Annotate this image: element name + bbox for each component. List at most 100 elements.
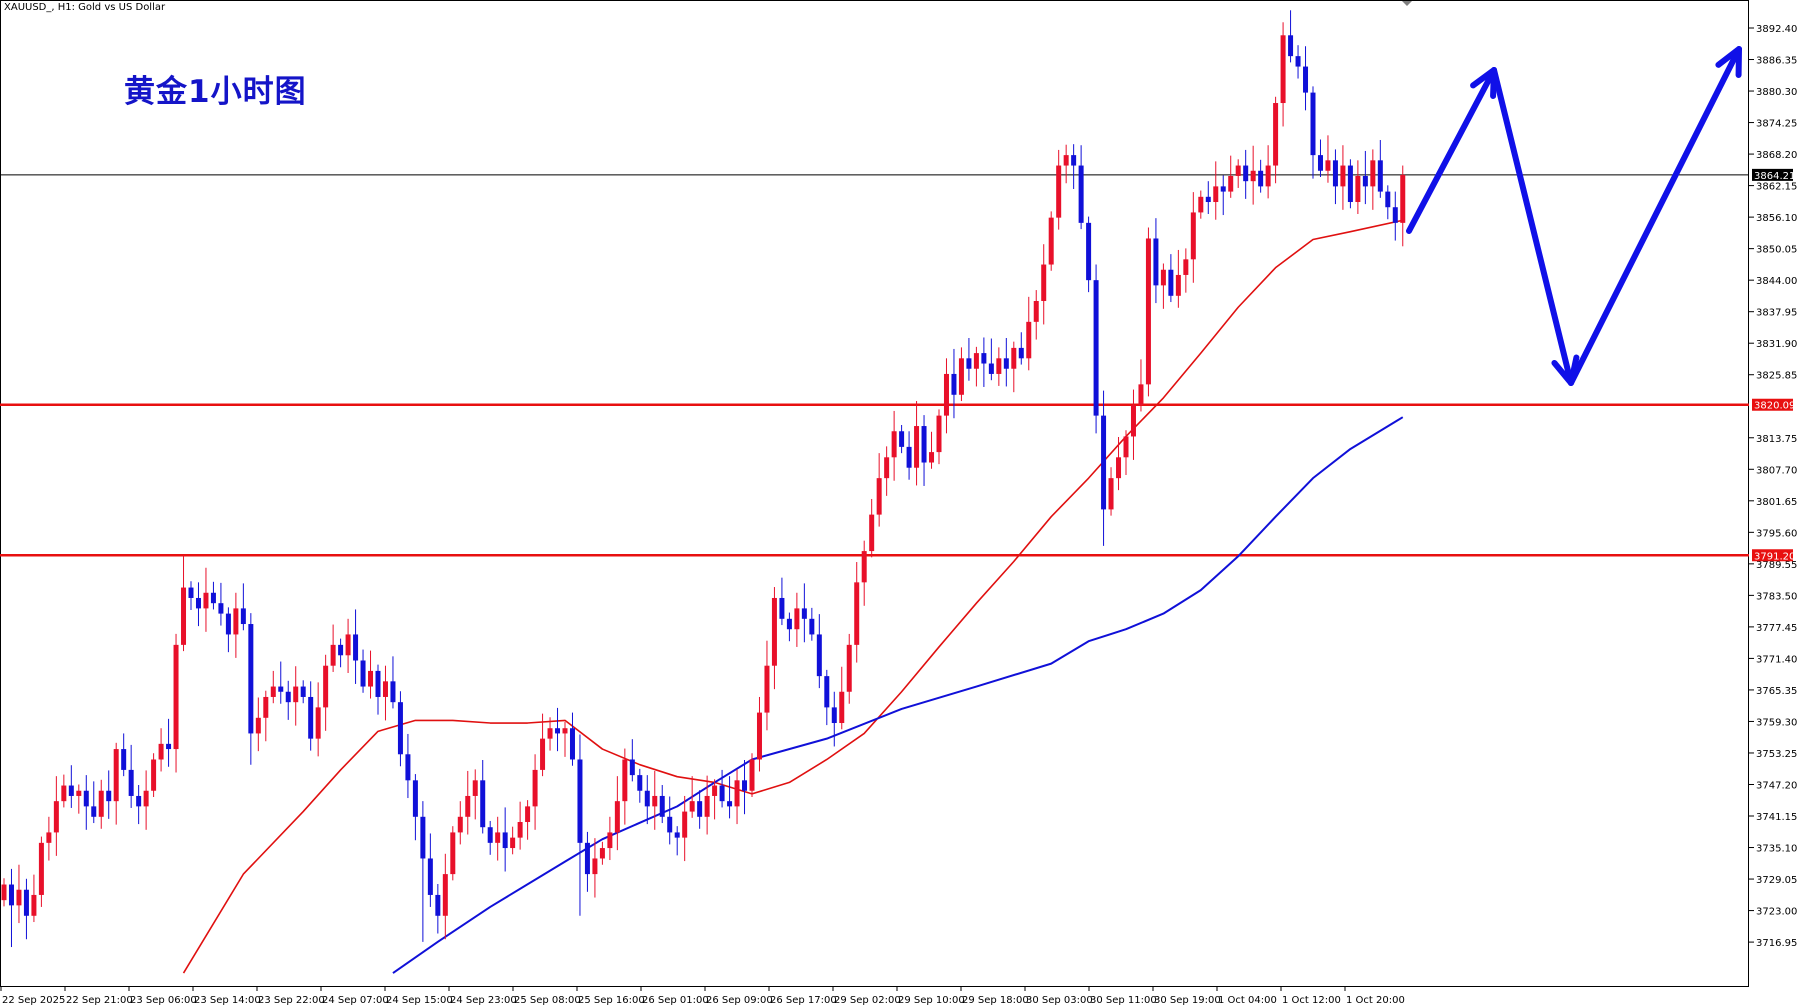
candle [719,769,725,808]
candle-body [1138,384,1144,406]
candle-body [323,665,329,708]
candle [46,816,52,861]
price-tick-label: 3753.25 [1756,749,1797,760]
candle [562,721,568,757]
candle [300,680,306,704]
time-tick-label: 23 Sep 14:00 [194,995,261,1006]
candle-body [270,686,276,697]
price-tick-label: 3741.15 [1756,812,1797,823]
candle [457,801,463,845]
candle [689,776,695,818]
candle [1071,144,1077,189]
candle-body [121,749,127,770]
time-tick-label: 25 Sep 08:00 [514,995,581,1006]
candle-body [966,358,972,369]
candle-body [1228,175,1234,192]
candle [727,776,733,819]
candle-body [951,373,957,395]
candle [547,717,553,751]
price-tick-label: 3825.85 [1756,371,1797,382]
candle-body [577,759,583,843]
price-tick-label: 3795.60 [1756,528,1797,539]
candle-body [622,759,628,802]
time-tick-label: 26 Sep 09:00 [706,995,773,1006]
candle-body [1205,196,1211,203]
candle-body [420,816,426,859]
candle-body [225,613,231,635]
candle-body [151,759,157,791]
candle [1355,160,1361,214]
chart-shift-marker-icon[interactable] [1402,1,1412,6]
level-price-tag-bg [1752,549,1793,562]
candle-body [809,618,815,635]
candle-body [263,696,269,718]
candle-body [839,691,845,724]
candle-body [996,358,1002,374]
candle [166,718,172,767]
current-price-tag: 3864.21 [1754,171,1795,182]
forecast-arrows [1406,46,1742,386]
candle [1220,175,1226,216]
time-tick-label: 30 Sep 19:00 [1154,995,1221,1006]
candle-body [532,769,538,807]
candle [121,733,127,777]
candle [936,409,942,465]
candle-body [869,514,875,552]
candle-body [487,827,493,843]
candle-body [457,816,463,833]
price-tick-label: 3874.25 [1756,119,1797,130]
candle [435,884,441,934]
time-tick-label: 29 Sep 10:00 [898,995,965,1006]
candle [263,690,269,742]
candle-body [794,608,800,630]
candle [951,348,957,419]
time-tick-label: 24 Sep 15:00 [386,995,453,1006]
candle-body [480,780,486,828]
candle [629,739,635,782]
candle-body [936,415,942,453]
candle [338,638,344,668]
candle [614,776,620,851]
candle-body [173,644,179,750]
candle-body [61,785,67,802]
candle-body [91,806,97,817]
candle-body [906,446,912,468]
candle-body [1026,321,1032,359]
symbol-info: XAUUSD_, H1: Gold vs US Dollar [4,2,166,13]
time-tick-label: 1 Oct 04:00 [1218,995,1277,1006]
candle-body [195,597,201,609]
candle-body [360,660,366,687]
forecast-arrow-shaft [1568,46,1742,386]
candle-body [1250,170,1256,182]
candle-body [525,806,531,823]
price-tick-label: 3716.95 [1756,938,1797,949]
candle [465,770,471,835]
time-tick-label: 30 Sep 11:00 [1090,995,1157,1006]
candle [1056,149,1062,230]
candle [831,691,837,747]
candle-body [943,373,949,416]
candle [91,781,97,824]
level-price-tag: 3791.20 [1754,551,1795,562]
candle [801,583,807,643]
candle [958,347,964,402]
candle [652,770,658,830]
candle [353,609,359,684]
price-tick-label: 3850.05 [1756,245,1797,256]
candle [173,633,179,773]
candle [532,754,538,830]
candle-body [338,644,344,656]
candle [278,661,284,704]
candle-body [929,452,935,463]
candle-body [495,832,501,843]
candle [31,874,37,923]
candle-body [1370,160,1376,187]
price-tick-label: 3723.00 [1756,907,1797,918]
candle-body [1235,165,1241,176]
candle [83,775,89,830]
candle-body [158,743,164,760]
candle [674,826,680,856]
candle-body [1011,347,1017,369]
candle-body [1362,175,1368,187]
